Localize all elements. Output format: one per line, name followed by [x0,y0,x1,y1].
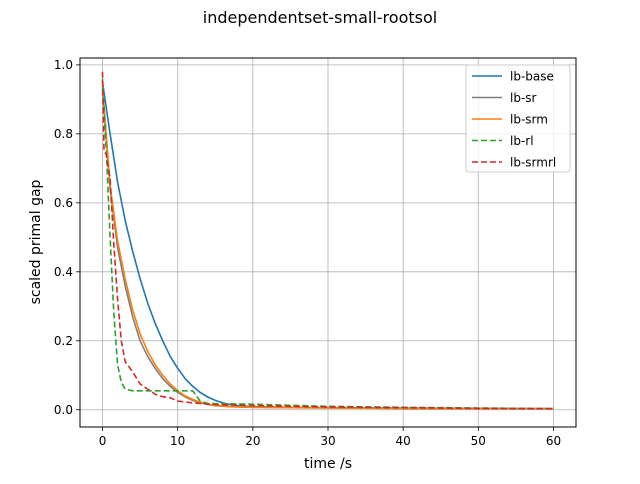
x-tick-label: 10 [170,434,185,448]
y-tick-label: 0.0 [54,403,73,417]
y-tick-label: 0.6 [54,196,73,210]
legend-label-lb-srmrl: lb-srmrl [510,156,556,170]
y-tick-label: 0.2 [54,334,73,348]
series-lines [101,71,554,410]
series-line-lb-srm [101,85,554,410]
tick-labels: 0 10 20 30 40 50 60 0.0 0.2 0.4 0.6 0.8 1.0 [54,58,561,448]
legend-box [465,64,571,173]
legend-label-lb-sr: lb-sr [510,91,537,105]
axis-ticks [76,64,554,431]
legend-label-lb-rl: lb-rl [510,134,534,148]
y-axis-label: scaled primal gap [28,179,44,304]
x-tick-label: 60 [546,434,561,448]
x-tick-label: 40 [396,434,411,448]
y-tick-label: 1.0 [54,58,73,72]
x-tick-label: 20 [245,434,260,448]
x-tick-label: 0 [99,434,107,448]
series-line-lb-srmrl [101,71,554,410]
legend-label-lb-base: lb-base [510,70,554,84]
y-tick-label: 0.8 [54,127,73,141]
x-tick-label: 30 [320,434,335,448]
legend: lb-base lb-sr lb-srm lb-rl lb-srmrl [465,64,571,173]
x-axis-label: time /s [304,456,352,472]
x-tick-label: 50 [471,434,486,448]
legend-label-lb-srm: lb-srm [510,113,548,127]
chart-title: independentset-small-rootsol [203,8,437,27]
y-tick-label: 0.4 [54,265,73,279]
